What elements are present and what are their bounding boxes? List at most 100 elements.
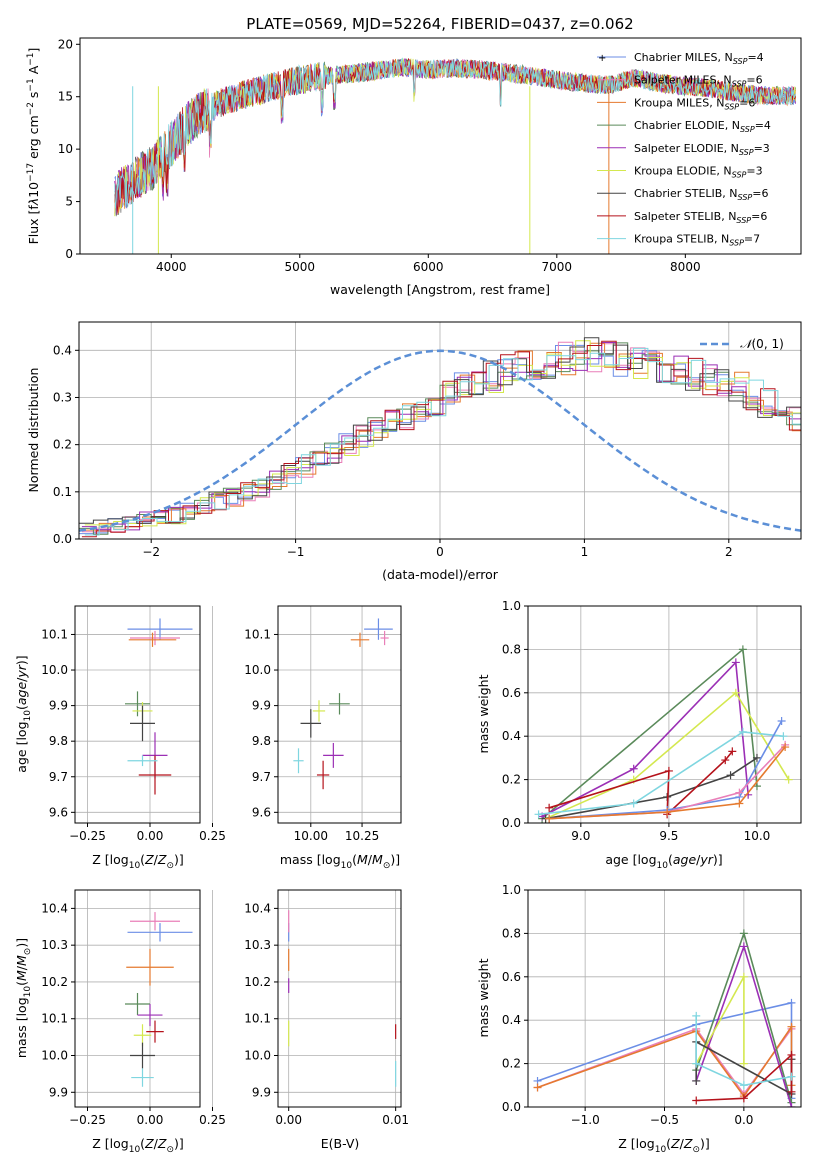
weight-marker bbox=[787, 998, 796, 1007]
y-tick-label: 20 bbox=[58, 37, 73, 51]
x-tick-label: 0.00 bbox=[275, 1113, 302, 1127]
spectrum-ylabel: Flux [fλ10−17 erg cm−2 s−1 A−1] bbox=[26, 48, 41, 245]
weight-line bbox=[545, 757, 758, 820]
weight-marker bbox=[629, 799, 638, 808]
ebv-mass-points bbox=[288, 910, 397, 1087]
z-weight-xlabel: Z [log10(Z/Z⊙)] bbox=[618, 1136, 710, 1155]
weight-line bbox=[538, 731, 784, 816]
y-tick-label: 10.4 bbox=[41, 901, 68, 915]
y-tick-label: 10.3 bbox=[244, 938, 271, 952]
y-tick-label: 0.1 bbox=[53, 485, 72, 499]
legend-entry: Salpeter ELODIE, NSSP=3 bbox=[634, 142, 770, 157]
spectrum-axes-frame bbox=[79, 37, 802, 255]
x-tick-label: 0.25 bbox=[199, 829, 226, 843]
x-tick-label: −0.25 bbox=[69, 1113, 106, 1127]
y-tick-label: 15 bbox=[58, 90, 73, 104]
z-mass-ticks: −0.25 0.00 0.25 9.9 10.0 10.1 10.2 10.3 10.4 bbox=[41, 901, 226, 1127]
weight-marker bbox=[735, 799, 744, 808]
x-tick-label: 9.5 bbox=[659, 829, 678, 843]
legend-entry: Kroupa ELODIE, NSSP=3 bbox=[634, 165, 763, 180]
x-tick-label: 0.00 bbox=[137, 1113, 164, 1127]
spectrum-xlabel: wavelength [Angstrom, rest frame] bbox=[330, 282, 550, 297]
z-mass-axes-frame bbox=[74, 889, 201, 1108]
y-tick-label: 0.0 bbox=[502, 1100, 521, 1114]
weight-marker bbox=[787, 1103, 796, 1107]
weight-marker bbox=[692, 1076, 701, 1085]
age-weight-lines bbox=[534, 645, 793, 823]
ebv-mass-xlabel: E(B-V) bbox=[321, 1136, 360, 1151]
weight-marker bbox=[664, 766, 673, 775]
normal-curve bbox=[79, 349, 801, 532]
x-tick-label: 1 bbox=[581, 545, 589, 559]
y-tick-label: 0.2 bbox=[502, 1057, 521, 1071]
z-weight-panel: −1.0 −0.5 0.0 0.0 0.2 0.4 0.6 0.8 1.0 Z [log10(Z… bbox=[476, 883, 802, 1155]
weight-marker bbox=[692, 1096, 701, 1105]
z-mass-ylabel: mass [log10(M/M⊙)] bbox=[14, 938, 33, 1058]
x-tick-label: 5000 bbox=[284, 260, 315, 274]
weight-marker bbox=[781, 743, 790, 752]
x-tick-label: 6000 bbox=[413, 260, 444, 274]
histogram-xlabel: (data-model)/error bbox=[382, 567, 499, 582]
y-tick-label: 0.3 bbox=[53, 390, 72, 404]
weight-marker bbox=[739, 972, 748, 981]
weight-marker bbox=[545, 803, 554, 812]
weight-marker bbox=[692, 1011, 701, 1020]
spectrum-legend: + Chabrier MILES, NSSP=4 Salpeter MILES, N… bbox=[597, 51, 771, 248]
weight-line bbox=[695, 1015, 792, 1087]
y-tick-label: 9.9 bbox=[49, 1085, 68, 1099]
spectrum-line bbox=[114, 57, 796, 209]
x-tick-label: 7000 bbox=[542, 260, 573, 274]
mass-age-points bbox=[293, 618, 393, 790]
weight-line bbox=[549, 720, 783, 820]
z-weight-lines bbox=[533, 929, 796, 1107]
ebv-mass-ticks: 0.00 0.01 9.9 10.0 10.1 10.2 10.3 10.4 bbox=[244, 901, 409, 1127]
y-tick-label: 0.4 bbox=[502, 729, 521, 743]
x-tick-label: 10.00 bbox=[294, 829, 328, 843]
z-age-xlabel: Z [log10(Z/Z⊙)] bbox=[92, 852, 184, 871]
weight-marker bbox=[739, 929, 748, 938]
histogram-panel: −2 −1 0 1 2 0.0 0.1 0.2 0.3 0.4 (data-model)/erro… bbox=[26, 321, 802, 582]
y-tick-label: 5 bbox=[65, 195, 73, 209]
ebv-mass-grid bbox=[278, 890, 401, 1107]
z-weight-ticks: −1.0 −0.5 0.0 0.0 0.2 0.4 0.6 0.8 1.0 bbox=[502, 883, 754, 1127]
legend-marker: + bbox=[598, 53, 606, 64]
y-tick-label: 10.0 bbox=[41, 1049, 68, 1063]
y-tick-label: 0.0 bbox=[53, 532, 72, 546]
z-age-ylabel: age [log10(age/yr)] bbox=[14, 655, 33, 772]
y-tick-label: 0.0 bbox=[502, 816, 521, 830]
weight-line bbox=[541, 660, 749, 818]
weight-marker bbox=[545, 814, 554, 823]
weight-marker bbox=[777, 717, 786, 726]
legend-entry: Chabrier ELODIE, NSSP=4 bbox=[634, 119, 771, 134]
x-tick-label: −1.0 bbox=[571, 1113, 600, 1127]
weight-marker bbox=[728, 747, 737, 756]
z-mass-points bbox=[125, 912, 193, 1087]
histogram-ylabel: Normed distribution bbox=[26, 368, 41, 493]
legend-entry: Chabrier MILES, NSSP=4 bbox=[634, 51, 764, 66]
histogram-step bbox=[81, 340, 801, 538]
z-age-panel: −0.25 0.00 0.25 9.6 9.7 9.8 9.9 10.0 10.1 Z [log… bbox=[14, 605, 226, 871]
x-tick-label: 0.0 bbox=[734, 1113, 753, 1127]
x-tick-label: 0.01 bbox=[382, 1113, 409, 1127]
histogram-bars bbox=[79, 337, 801, 538]
weight-marker bbox=[779, 732, 788, 741]
y-tick-label: 9.9 bbox=[252, 699, 271, 713]
age-weight-panel: 9.0 9.5 10.0 0.0 0.2 0.4 0.6 0.8 1.0 age [log10(… bbox=[476, 599, 802, 871]
weight-line bbox=[545, 691, 790, 820]
histogram-step bbox=[81, 342, 801, 531]
weight-marker bbox=[534, 810, 543, 819]
x-tick-label: 0.00 bbox=[137, 829, 164, 843]
z-age-points bbox=[125, 618, 193, 795]
y-tick-label: 0.4 bbox=[502, 1013, 521, 1027]
y-tick-label: 9.7 bbox=[49, 770, 68, 784]
x-tick-label: 0.25 bbox=[199, 1113, 226, 1127]
y-tick-label: 10.1 bbox=[41, 627, 68, 641]
weight-marker bbox=[739, 942, 748, 951]
y-tick-label: 10.1 bbox=[41, 1012, 68, 1026]
z-mass-xlabel: Z [log10(Z/Z⊙)] bbox=[92, 1136, 184, 1155]
weight-marker bbox=[739, 1059, 748, 1068]
weight-line bbox=[549, 746, 786, 820]
legend-entry: Chabrier STELIB, NSSP=6 bbox=[634, 187, 768, 202]
weight-marker bbox=[731, 658, 740, 667]
